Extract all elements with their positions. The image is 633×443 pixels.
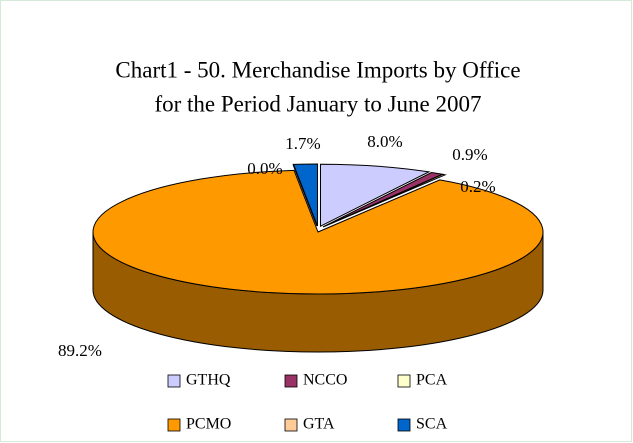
legend-label: PCA <box>416 372 448 389</box>
pie-slice <box>92 169 544 295</box>
legend-swatch <box>284 374 298 388</box>
chart-title: for the Period January to June 2007 <box>154 91 481 116</box>
pie-slice <box>323 173 447 228</box>
legend-swatch <box>284 418 298 432</box>
legend-label: GTHQ <box>186 372 231 389</box>
data-label: 0.2% <box>460 177 495 196</box>
data-label: 8.0% <box>367 132 402 151</box>
data-label: 89.2% <box>58 341 102 360</box>
legend-swatch <box>167 418 181 432</box>
legend-swatch <box>397 374 411 388</box>
data-label: 1.7% <box>285 134 320 153</box>
chart-title: Chart1 - 50. Merchandise Imports by Offi… <box>115 57 520 82</box>
legend-label: SCA <box>416 416 448 433</box>
data-label: 0.0% <box>247 159 282 178</box>
pie-slice <box>292 164 318 227</box>
pie-slice <box>292 163 318 227</box>
legend-swatch <box>167 374 181 388</box>
legend-swatch <box>397 418 411 432</box>
legend-label: NCCO <box>303 372 347 389</box>
legend-label: PCMO <box>186 416 231 433</box>
legend-label: GTA <box>303 416 335 433</box>
pie-slice <box>319 163 431 227</box>
data-label: 0.9% <box>452 145 487 164</box>
